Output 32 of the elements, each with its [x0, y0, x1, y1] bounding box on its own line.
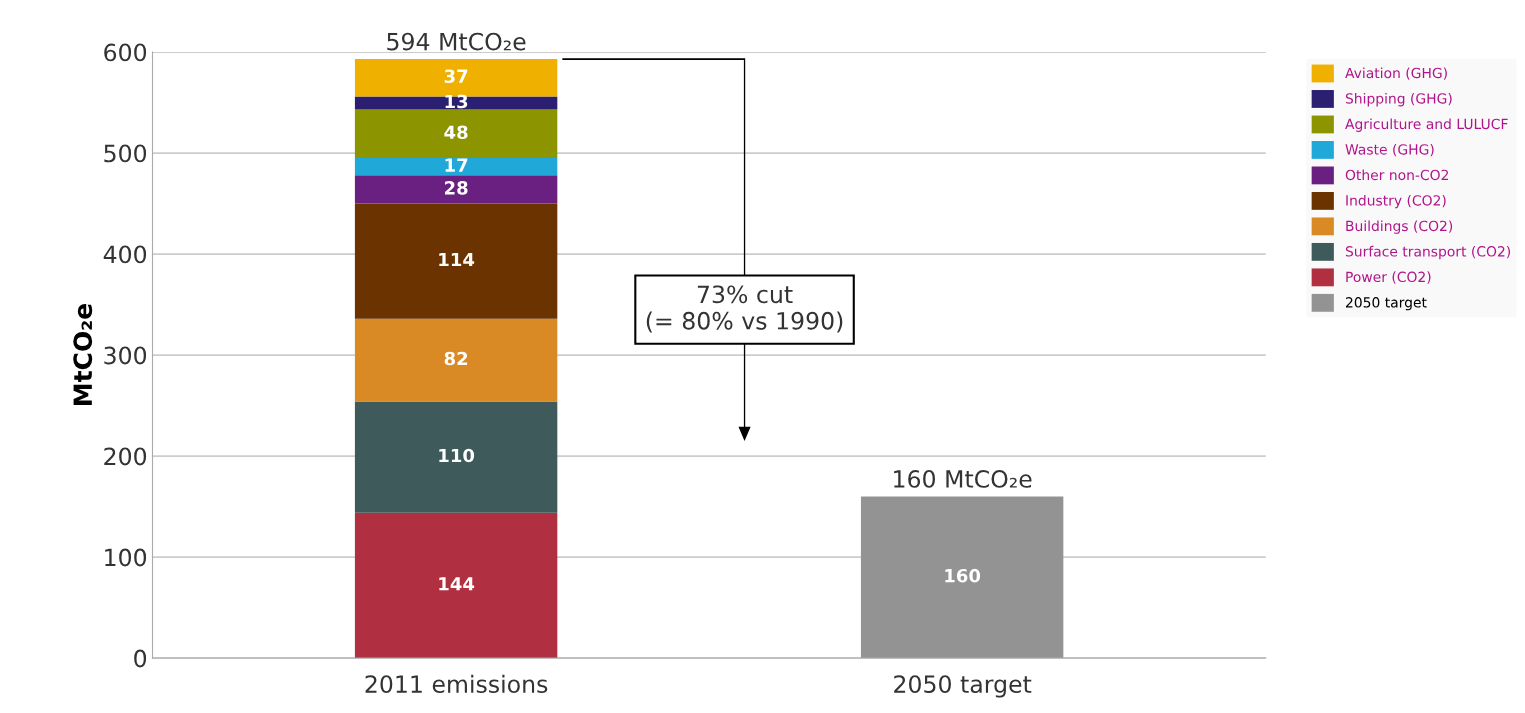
y-tick-label: 400 [103, 245, 147, 264]
data-label: 13 [445, 94, 468, 109]
data-label: 48 [444, 125, 468, 140]
y-tick-label: 600 [104, 43, 147, 62]
x-tick-label: 2011 emissions [365, 674, 548, 694]
data-label: 160 [945, 568, 981, 583]
legend-label: Waste (GHG) [1345, 143, 1434, 157]
data-label: 28 [444, 181, 468, 195]
legend-label: Surface transport (CO2) [1345, 245, 1511, 260]
y-axis-title: MtCO₂e [73, 304, 93, 405]
y-tick-label: 0 [134, 649, 147, 668]
total-label: 160 MtCO₂e [894, 470, 1032, 488]
legend-label: Agriculture and LULUCF [1345, 118, 1508, 132]
data-label: 114 [439, 252, 475, 267]
legend-label: 2050 target [1346, 297, 1427, 311]
y-tick-label: 200 [104, 447, 147, 466]
y-tick-label: 100 [105, 548, 147, 567]
legend-label: Other non-CO2 [1345, 169, 1449, 181]
legend-label: Shipping (GHG) [1345, 92, 1452, 107]
legend-label: Buildings (CO2) [1346, 220, 1453, 234]
data-label: 82 [444, 351, 468, 366]
annotation: 73% cut (= 80% vs 1990) [646, 285, 843, 333]
y-tick-label: 500 [104, 144, 147, 163]
data-label: 110 [439, 448, 475, 463]
legend-label: Industry (CO2) [1346, 194, 1446, 209]
data-label: 17 [445, 158, 468, 172]
y-tick-label: 300 [104, 346, 147, 365]
legend-label: Power (CO2) [1346, 271, 1431, 284]
data-label: 144 [439, 577, 475, 591]
data-label: 37 [444, 69, 468, 84]
total-label: 594 MtCO₂e [387, 32, 526, 51]
legend-label: Aviation (GHG) [1345, 67, 1447, 80]
